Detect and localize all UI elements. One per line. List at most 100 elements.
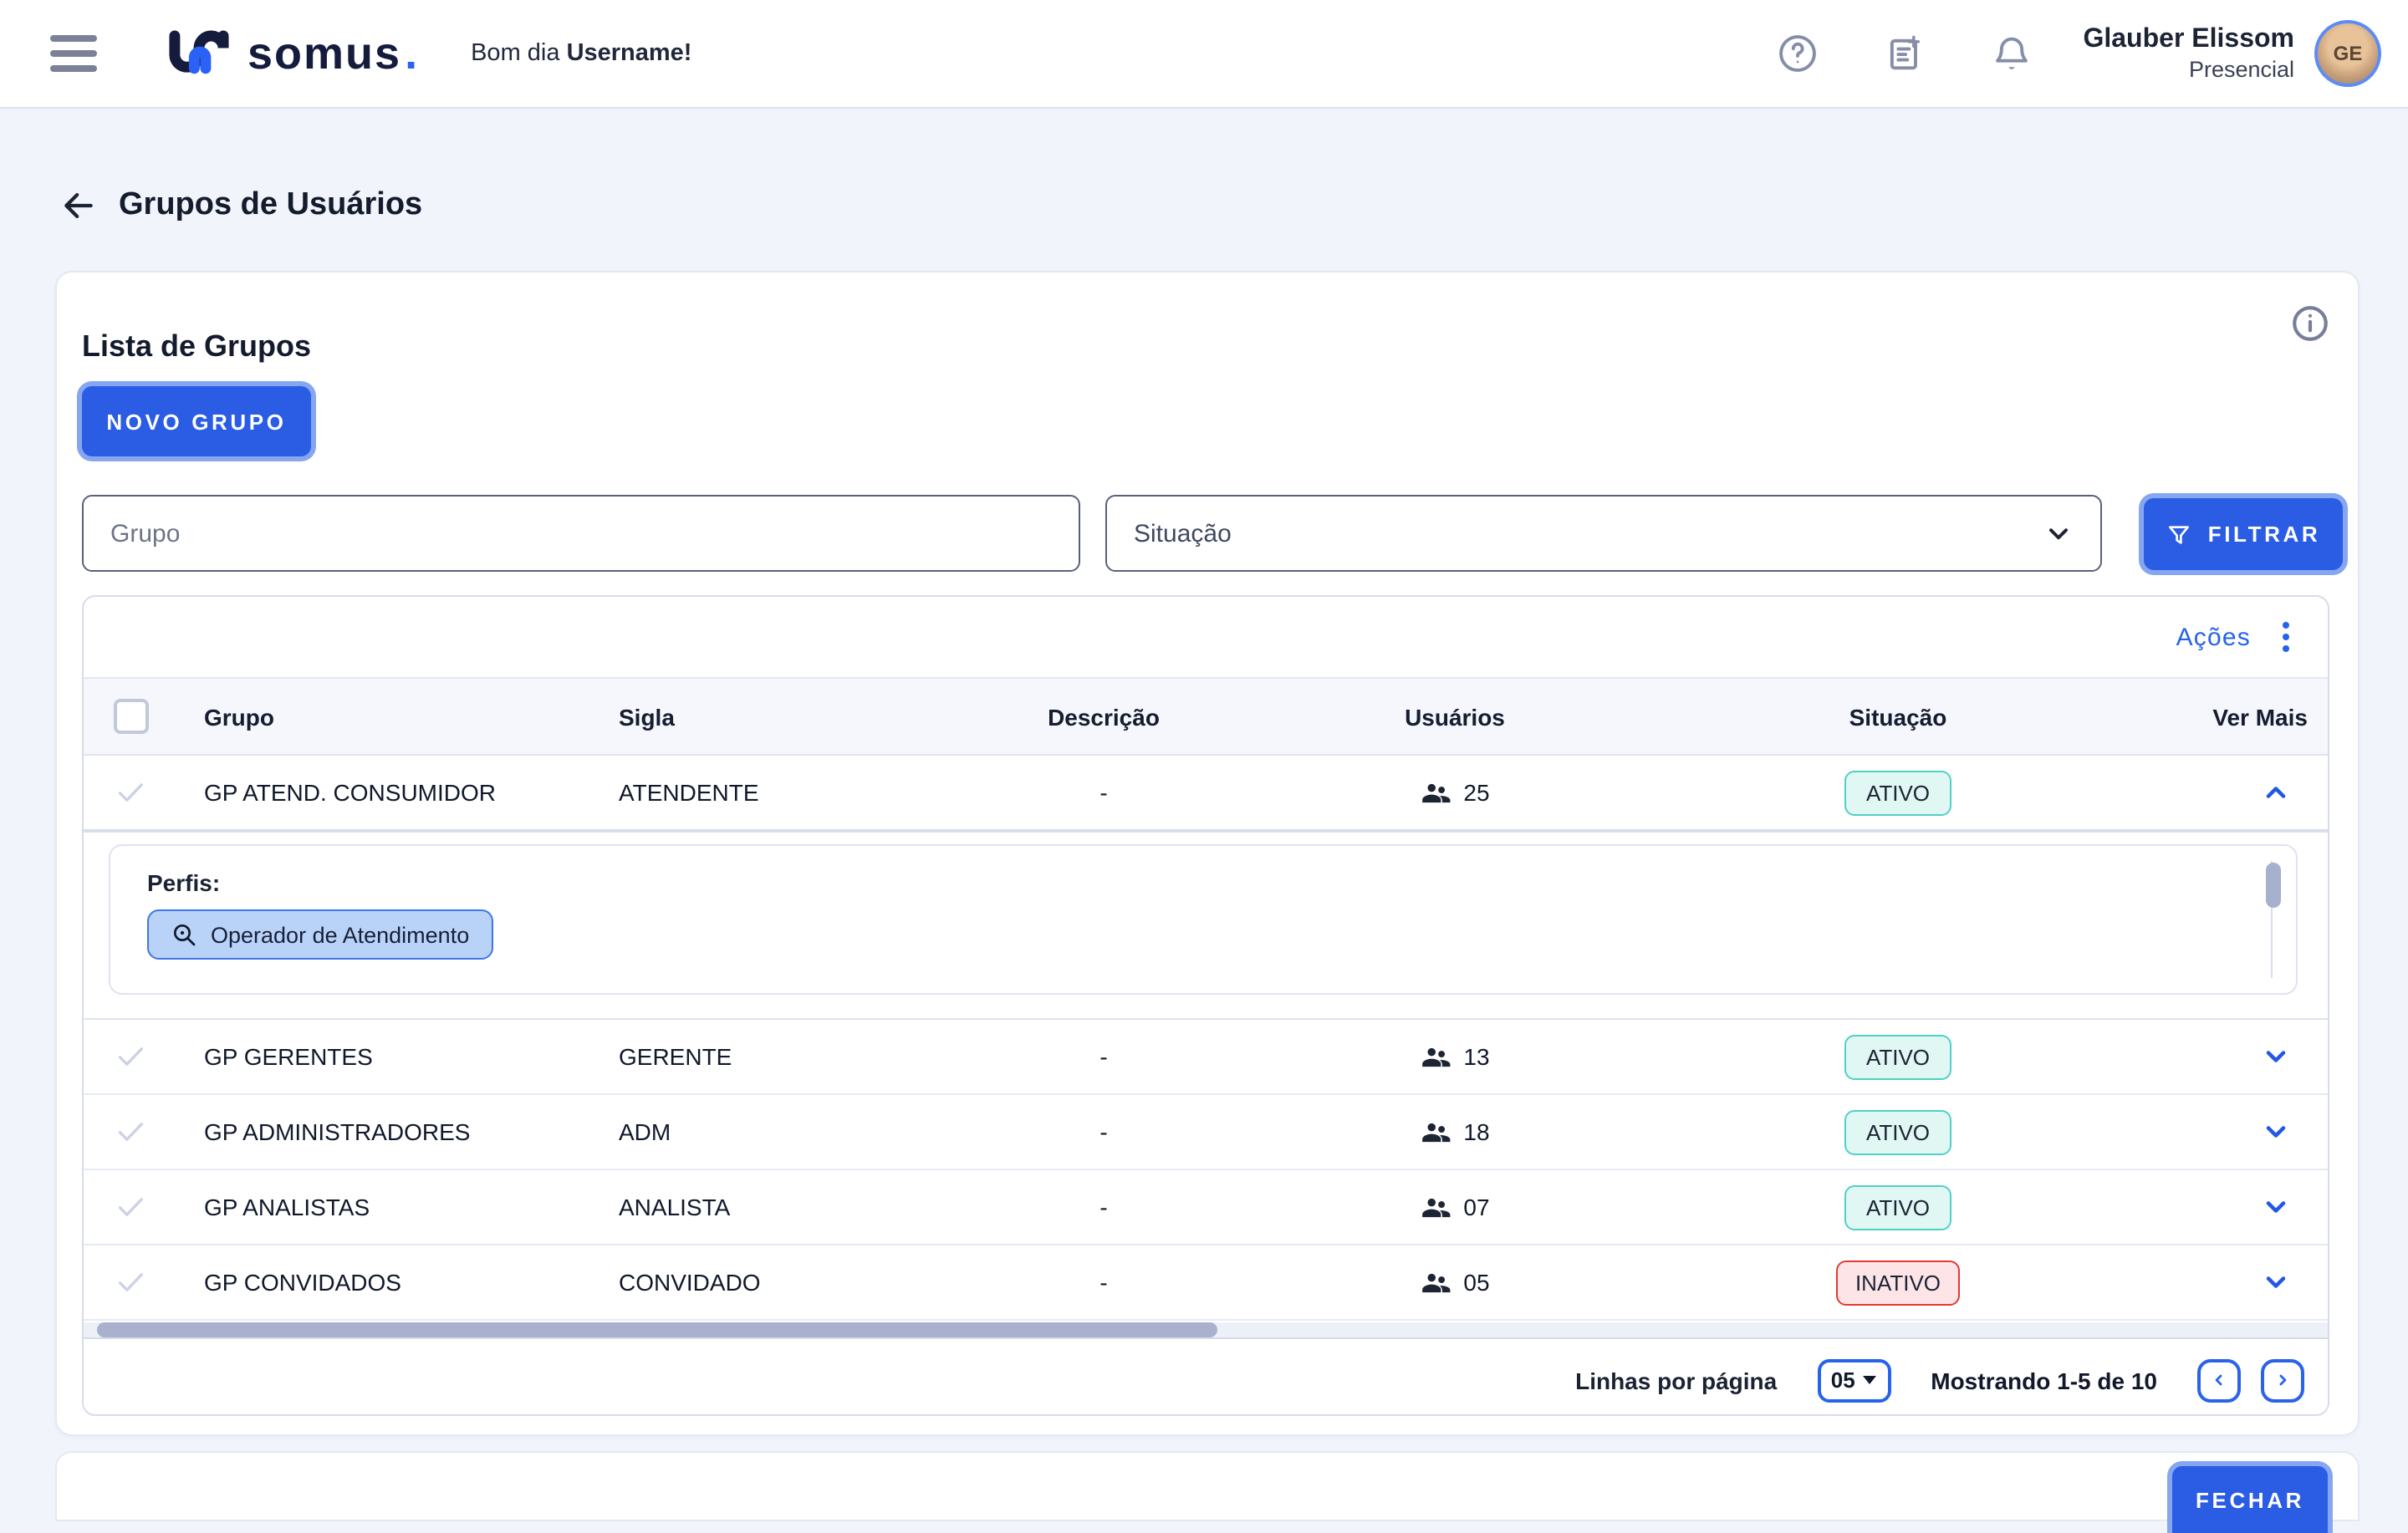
cell-descricao: - [987, 1118, 1221, 1145]
user-name: Glauber Elissom [2083, 23, 2294, 56]
cell-usuarios: 25 [1221, 777, 1689, 808]
cell-sigla: ANALISTA [585, 1194, 987, 1220]
filter-button[interactable]: FILTRAR [2144, 498, 2343, 570]
notifications-bell-icon[interactable] [1989, 32, 2033, 75]
cell-sigla: ATENDENTE [585, 779, 987, 806]
back-arrow-icon[interactable] [60, 187, 97, 224]
expand-row-icon[interactable] [2261, 1267, 2291, 1297]
cell-descricao: - [987, 1269, 1221, 1296]
cell-descricao: - [987, 1043, 1221, 1070]
info-icon[interactable] [2289, 303, 2331, 344]
users-icon [1420, 1266, 1451, 1298]
expanded-row-detail: Perfis: Operador de Atendimento [84, 833, 2328, 1020]
col-header-ver-mais: Ver Mais [2107, 703, 2328, 730]
chevron-right-icon [2274, 1369, 2291, 1391]
showing-range-label: Mostrando 1-5 de 10 [1931, 1367, 2157, 1393]
top-bar: somus . Bom dia Username! Glauber Elisso… [0, 0, 2408, 109]
actions-link[interactable]: Ações [2176, 623, 2251, 651]
profiles-label: Perfis: [147, 869, 220, 896]
previous-page-button[interactable] [2197, 1358, 2241, 1402]
cell-sigla: CONVIDADO [585, 1269, 987, 1296]
status-badge: INATIVO [1837, 1260, 1959, 1305]
cell-usuarios: 13 [1221, 1041, 1689, 1072]
users-icon [1420, 1116, 1451, 1148]
row-check-icon[interactable] [114, 776, 147, 809]
profile-chip[interactable]: Operador de Atendimento [147, 909, 492, 960]
logo-wordmark: somus [247, 31, 401, 76]
col-header-descricao: Descrição [987, 703, 1221, 730]
note-add-icon[interactable] [1882, 32, 1926, 75]
users-icon [1420, 1191, 1451, 1223]
rows-per-page-label: Linhas por página [1575, 1367, 1777, 1393]
col-header-sigla: Sigla [585, 703, 987, 730]
select-all-checkbox[interactable] [113, 699, 148, 734]
help-icon[interactable] [1775, 32, 1819, 75]
cell-grupo: GP GERENTES [177, 1043, 585, 1070]
table-row[interactable]: GP GERENTES GERENTE - 13 ATIVO [84, 1020, 2328, 1095]
hamburger-menu-icon[interactable] [50, 35, 97, 72]
cell-grupo: GP CONVIDADOS [177, 1269, 585, 1296]
groups-table: Ações Grupo Sigla Descrição Usuários Sit… [82, 595, 2329, 1416]
cell-grupo: GP ADMINISTRADORES [177, 1118, 585, 1145]
status-badge: ATIVO [1844, 1034, 1951, 1079]
situation-select-placeholder: Situação [1134, 519, 2043, 548]
cell-usuarios: 05 [1221, 1266, 1689, 1298]
table-header-row: Grupo Sigla Descrição Usuários Situação … [84, 679, 2328, 756]
user-block[interactable]: Glauber Elissom Presencial [2083, 23, 2294, 84]
logo-dot: . [405, 28, 417, 79]
cell-descricao: - [987, 1194, 1221, 1220]
group-filter-input[interactable] [82, 495, 1080, 572]
avatar[interactable]: GE [2314, 20, 2381, 87]
row-check-icon[interactable] [114, 1040, 147, 1073]
cell-sigla: ADM [585, 1118, 987, 1145]
situation-select[interactable]: Situação [1105, 495, 2102, 572]
card-title: Lista de Grupos [82, 329, 311, 364]
cell-usuarios: 18 [1221, 1116, 1689, 1148]
page-title: Grupos de Usuários [119, 187, 422, 224]
somus-logo-mark [164, 25, 234, 82]
kebab-menu-icon[interactable] [2264, 615, 2308, 659]
expand-row-icon[interactable] [2261, 1117, 2291, 1147]
table-footer: Linhas por página 05 Mostrando 1-5 de 10 [84, 1337, 2328, 1416]
expand-row-icon[interactable] [2261, 1192, 2291, 1222]
groups-list-card: Lista de Grupos NOVO GRUPO Situação FILT… [55, 271, 2360, 1436]
table-row[interactable]: GP ANALISTAS ANALISTA - 07 ATIVO [84, 1170, 2328, 1245]
table-row[interactable]: GP CONVIDADOS CONVIDADO - 05 INATIVO [84, 1245, 2328, 1321]
table-row[interactable]: GP ATEND. CONSUMIDOR ATENDENTE - 25 ATIV… [84, 756, 2328, 833]
greeting-text: Bom dia Username! [471, 40, 691, 67]
users-icon [1420, 777, 1451, 808]
status-badge: ATIVO [1844, 770, 1951, 815]
horizontal-scrollbar [84, 1322, 2328, 1337]
close-button[interactable]: FECHAR [2172, 1466, 2328, 1533]
bottom-bar-card: FECHAR [55, 1451, 2360, 1521]
row-check-icon[interactable] [114, 1190, 147, 1224]
status-badge: ATIVO [1844, 1109, 1951, 1154]
caret-down-icon [1864, 1376, 1877, 1384]
horizontal-scrollbar-thumb[interactable] [97, 1322, 1217, 1337]
panel-scrollbar-thumb[interactable] [2266, 863, 2281, 908]
chevron-left-icon [2211, 1369, 2227, 1391]
new-group-button[interactable]: NOVO GRUPO [82, 386, 311, 456]
profiles-panel: Perfis: Operador de Atendimento [109, 844, 2298, 995]
cell-sigla: GERENTE [585, 1043, 987, 1070]
app-root: somus . Bom dia Username! Glauber Elisso… [0, 0, 2408, 1505]
col-header-grupo: Grupo [177, 703, 585, 730]
col-header-situacao: Situação [1689, 703, 2107, 730]
chevron-down-icon [2043, 518, 2074, 548]
row-check-icon[interactable] [114, 1266, 147, 1299]
magnifier-icon [171, 921, 197, 948]
somus-logo: somus . [164, 25, 417, 82]
rows-per-page-select[interactable]: 05 [1817, 1358, 1890, 1402]
col-header-usuarios: Usuários [1221, 703, 1689, 730]
users-icon [1420, 1041, 1451, 1072]
cell-usuarios: 07 [1221, 1191, 1689, 1223]
filters-row: Situação FILTRAR [82, 495, 2333, 572]
table-row[interactable]: GP ADMINISTRADORES ADM - 18 ATIVO [84, 1095, 2328, 1170]
actions-bar: Ações [84, 597, 2328, 679]
row-check-icon[interactable] [114, 1115, 147, 1148]
cell-grupo: GP ANALISTAS [177, 1194, 585, 1220]
next-page-button[interactable] [2261, 1358, 2304, 1402]
expand-row-icon[interactable] [2261, 1042, 2291, 1072]
collapse-row-icon[interactable] [2261, 777, 2291, 807]
user-status: Presencial [2083, 56, 2294, 84]
